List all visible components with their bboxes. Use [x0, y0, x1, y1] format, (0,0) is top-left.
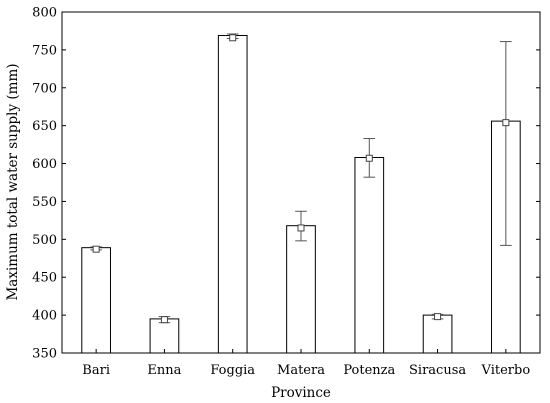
y-tick-label: 500 [32, 233, 57, 248]
x-tick-label: Foggia [210, 363, 255, 378]
x-axis-title: Province [271, 385, 331, 401]
bar-enna [149, 318, 180, 354]
y-tick-label: 750 [32, 43, 57, 58]
bar-matera [286, 225, 316, 354]
x-tick-label: Viterbo [481, 363, 531, 378]
y-tick-label: 600 [32, 157, 57, 172]
x-tick-label: Potenza [343, 363, 395, 378]
y-axis: 350 400 450 500 550 600 650 700 750 800 [32, 6, 540, 362]
x-tick-label: Bari [82, 363, 110, 378]
mean-marker [160, 316, 168, 324]
mean-marker [365, 154, 373, 162]
y-tick-label: 350 [32, 347, 57, 362]
x-tick-label: Matera [277, 363, 325, 378]
x-tick-label: Enna [147, 363, 181, 378]
bars [81, 33, 521, 354]
bar-potenza [354, 156, 385, 354]
mean-marker [92, 245, 100, 253]
y-tick-label: 700 [32, 81, 57, 96]
y-tick-label: 550 [32, 195, 57, 210]
mean-marker [297, 224, 305, 232]
bar-siracusa [422, 314, 453, 354]
bar-bari [81, 247, 111, 354]
mean-marker [229, 34, 237, 42]
y-tick-label: 400 [32, 309, 57, 324]
y-tick-label: 650 [32, 119, 57, 134]
bar-foggia [217, 34, 248, 354]
y-tick-label: 800 [32, 6, 57, 21]
mean-marker [434, 313, 442, 321]
x-tick-label: Siracusa [409, 363, 466, 378]
mean-marker [502, 119, 510, 127]
x-axis: Bari Enna Foggia Matera Potenza Siracusa Viter… [82, 349, 530, 378]
y-axis-title: Maximum total water supply (mm) [5, 63, 21, 300]
y-tick-label: 450 [32, 271, 57, 286]
